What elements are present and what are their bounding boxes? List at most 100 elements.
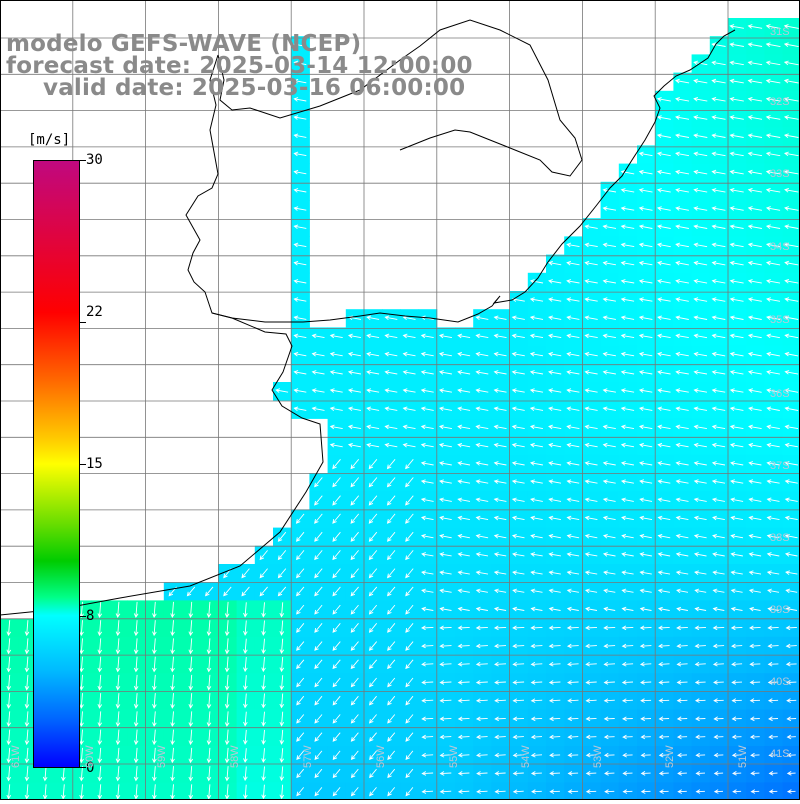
wind-arrow <box>786 734 796 740</box>
wind-arrow <box>749 716 760 722</box>
wind-arrow <box>368 623 378 633</box>
wind-arrow <box>784 333 799 339</box>
wind-arrow <box>638 242 653 248</box>
wind-arrow <box>786 716 797 722</box>
wind-arrow <box>493 370 507 375</box>
wind-arrow <box>311 406 325 412</box>
wind-arrow <box>457 752 470 758</box>
wind-arrow <box>747 206 762 211</box>
wind-arrow <box>475 442 489 448</box>
wind-arrow <box>494 680 506 685</box>
wind-arrow <box>405 732 414 742</box>
wind-arrow <box>368 568 378 579</box>
wind-arrow <box>693 497 707 503</box>
wind-arrow <box>332 586 341 597</box>
wind-arrow <box>493 406 507 412</box>
wind-arrow <box>511 406 525 412</box>
wind-arrow <box>494 752 506 758</box>
colorbar-gradient <box>33 160 80 768</box>
wind-arrow <box>97 656 103 673</box>
wind-arrow <box>712 588 725 594</box>
wind-arrow <box>566 297 580 302</box>
wind-arrow <box>675 351 689 357</box>
wind-arrow <box>279 748 285 763</box>
colorbar-tickmark <box>80 160 86 161</box>
wind-arrow <box>602 333 616 339</box>
wind-arrow <box>421 716 434 722</box>
wind-arrow <box>275 388 289 393</box>
wind-arrow <box>658 716 670 722</box>
wind-arrow <box>729 442 744 448</box>
wind-arrow <box>261 693 266 709</box>
wind-arrow <box>133 620 139 637</box>
wind-arrow <box>585 643 597 649</box>
wind-arrow <box>493 442 507 448</box>
wind-arrow <box>785 606 798 612</box>
wind-arrow <box>584 297 598 302</box>
wind-arrow <box>639 588 652 594</box>
wind-arrow <box>296 550 305 561</box>
wind-arrow <box>188 729 194 746</box>
wind-arrow <box>115 766 121 782</box>
wind-arrow <box>658 661 670 667</box>
wind-arrow <box>387 714 396 724</box>
wind-arrow <box>97 784 103 800</box>
wind-arrow <box>785 643 797 649</box>
wind-arrow <box>621 680 634 685</box>
wind-arrow <box>224 784 230 800</box>
wind-arrow <box>243 729 248 745</box>
wind-arrow <box>384 333 398 339</box>
wind-arrow <box>24 784 30 800</box>
wind-arrow <box>784 278 799 284</box>
wind-arrow <box>314 768 323 779</box>
wind-arrow <box>152 674 157 691</box>
wind-arrow <box>79 620 84 637</box>
wind-arrow <box>747 60 763 66</box>
wind-arrow <box>657 515 671 521</box>
wind-arrow <box>749 680 761 685</box>
wind-arrow <box>748 497 762 503</box>
wind-arrow <box>420 370 434 375</box>
wind-arrow <box>475 680 488 685</box>
wind-arrow <box>567 661 579 667</box>
wind-arrow <box>675 533 689 539</box>
wind-arrow <box>475 461 489 466</box>
wind-arrow <box>79 711 84 727</box>
wind-arrow <box>439 625 452 631</box>
wind-arrow <box>548 370 562 375</box>
wind-arrow <box>314 677 323 688</box>
wind-arrow <box>61 784 66 800</box>
wind-arrow <box>329 442 343 448</box>
wind-arrow <box>512 552 525 557</box>
wind-arrow <box>603 606 616 612</box>
wind-arrow <box>713 680 724 685</box>
wind-arrow <box>585 661 597 667</box>
wind-arrow <box>584 388 598 393</box>
wind-arrow <box>530 625 543 631</box>
wind-arrow <box>638 169 653 175</box>
wind-arrow <box>585 625 598 631</box>
wind-arrow <box>439 552 452 557</box>
wind-arrow <box>548 570 561 575</box>
wind-arrow <box>405 604 414 615</box>
wind-arrow <box>530 533 543 539</box>
wind-arrow <box>747 187 762 193</box>
wind-arrow <box>530 515 543 521</box>
wind-arrow <box>332 604 341 615</box>
wind-arrow <box>694 606 707 612</box>
wind-arrow <box>638 260 653 266</box>
wind-arrow <box>405 586 414 597</box>
wind-arrow <box>457 661 470 667</box>
wind-arrow <box>115 620 121 637</box>
forecast-date: forecast date: 2025-03-14 12:00:00 <box>6 53 473 79</box>
wind-arrow <box>640 716 652 722</box>
wind-arrow <box>747 260 762 266</box>
wind-arrow <box>24 620 30 637</box>
wind-arrow <box>713 698 724 703</box>
wind-arrow <box>439 606 452 612</box>
wind-arrow <box>293 388 307 393</box>
wind-arrow <box>731 680 743 685</box>
wind-arrow <box>693 115 708 120</box>
wind-arrow <box>420 406 434 412</box>
wind-arrow <box>259 586 268 597</box>
